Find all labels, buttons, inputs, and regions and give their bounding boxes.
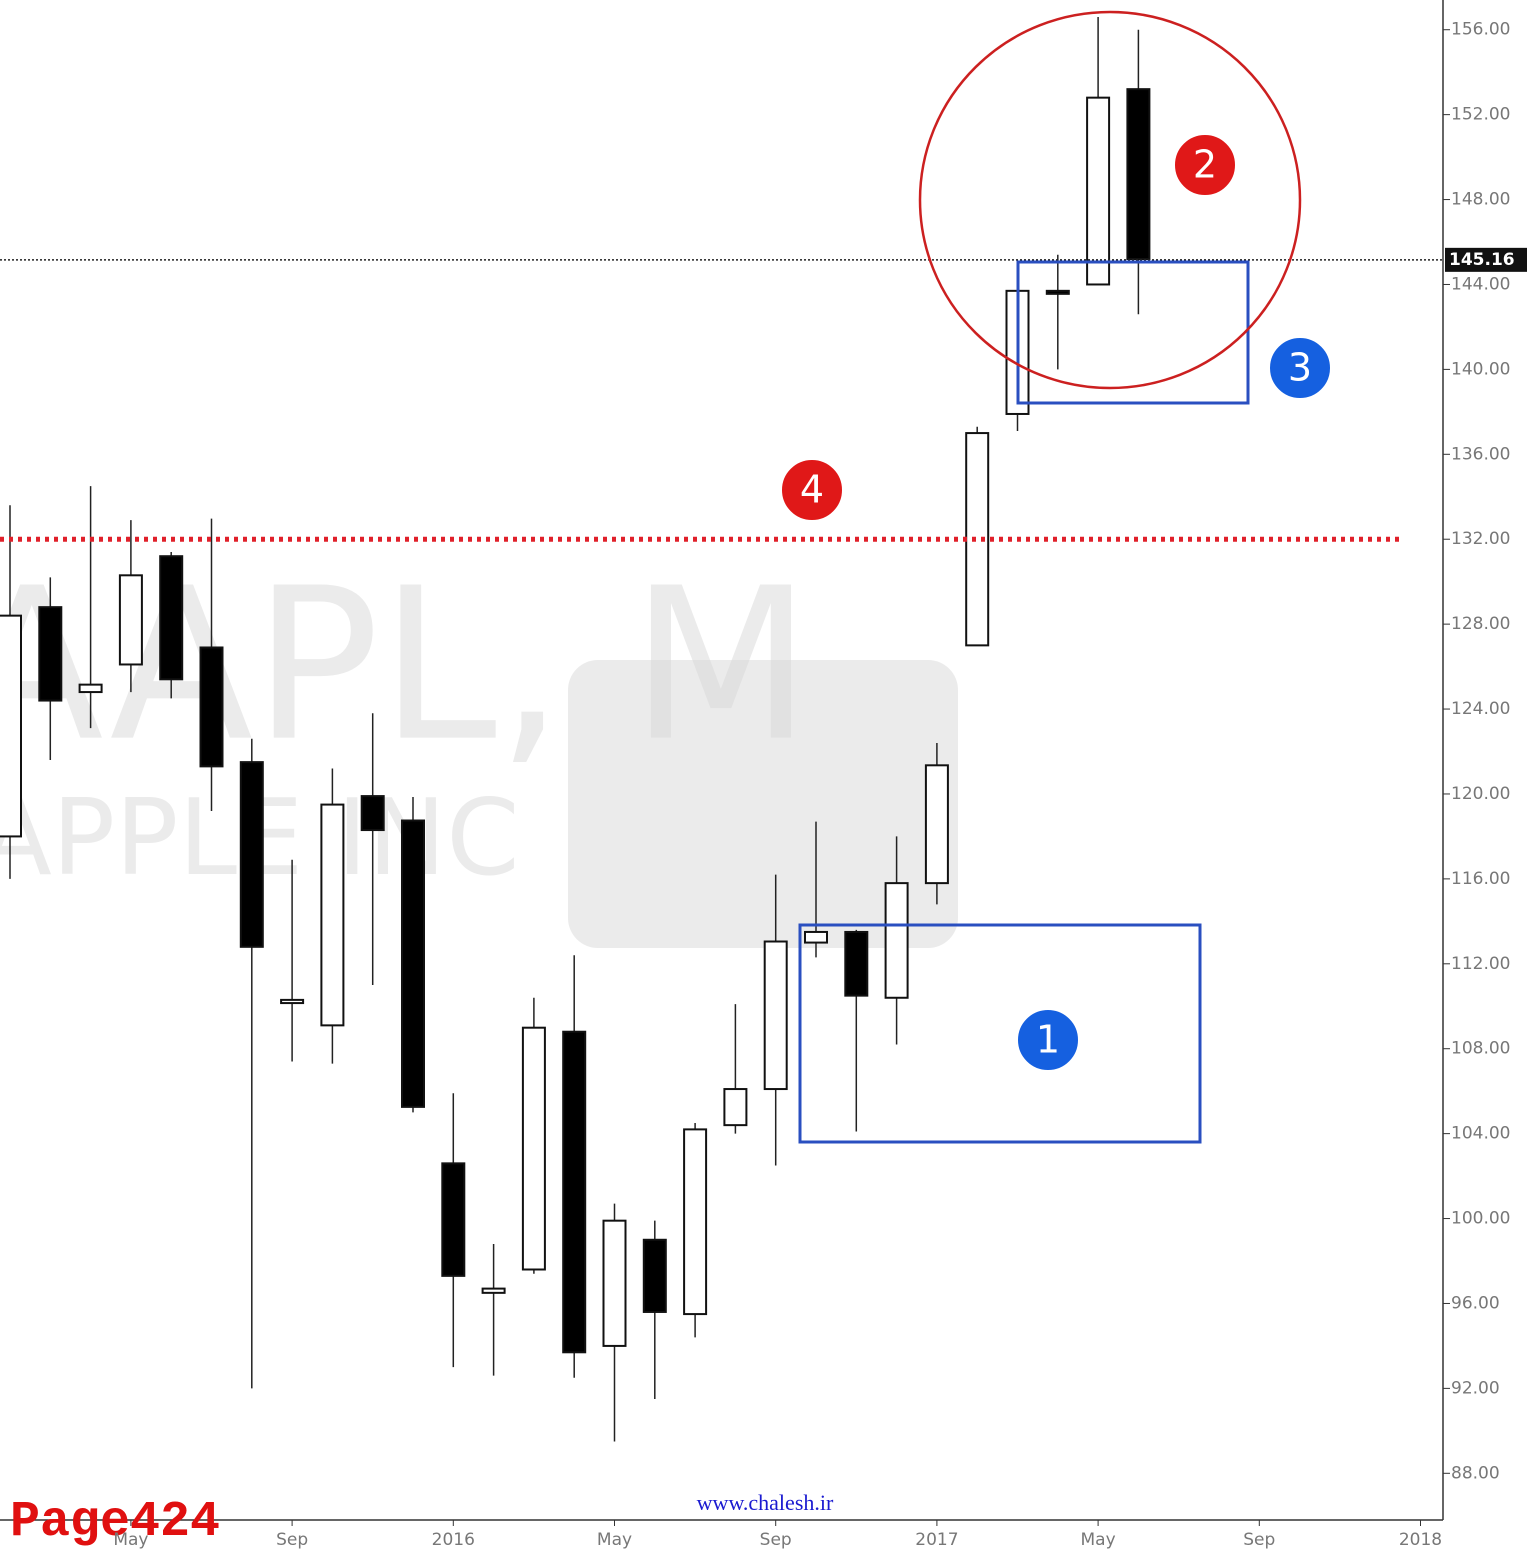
zone-box	[1016, 260, 1250, 405]
last-price-box	[1445, 247, 1527, 272]
x-tick-label: May	[1081, 1530, 1116, 1550]
site-url: www.chalesh.ir	[697, 1490, 834, 1515]
page-number: Page424	[10, 1494, 220, 1551]
y-tick-label: 96.00	[1451, 1293, 1500, 1313]
candle-body	[1045, 289, 1070, 295]
last-price-label: 145.16	[1449, 250, 1515, 270]
y-tick-label: 128.00	[1451, 614, 1510, 634]
candle-body	[884, 882, 909, 999]
y-tick-label: 148.00	[1451, 190, 1510, 210]
candle-body	[401, 819, 425, 1108]
annotation-number: 2	[1193, 143, 1217, 187]
candle-body	[521, 1026, 546, 1271]
logo-watermark	[568, 660, 958, 948]
candle-body	[1126, 88, 1151, 260]
zone-box	[798, 923, 1202, 1144]
candle-body	[38, 606, 63, 702]
x-tick-label: 2018	[1399, 1530, 1442, 1550]
annotation-badge	[780, 458, 844, 522]
candle-body	[804, 930, 828, 944]
y-tick-label: 140.00	[1451, 359, 1510, 379]
candle-body	[360, 795, 385, 832]
candle-body	[0, 614, 22, 838]
x-tick-label: 2017	[915, 1530, 958, 1550]
candle-body	[481, 1287, 506, 1294]
candle-body	[280, 998, 305, 1005]
y-tick-label: 144.00	[1451, 274, 1510, 294]
x-tick-label: Sep	[1243, 1530, 1275, 1550]
y-tick-label: 88.00	[1451, 1463, 1500, 1483]
x-tick-label: May	[113, 1530, 148, 1550]
x-tick-label: May	[597, 1530, 632, 1550]
annotation-badge	[1173, 133, 1237, 197]
candle-body	[159, 555, 184, 681]
candle-body	[602, 1219, 627, 1347]
candle-body	[78, 683, 103, 694]
candle-body	[1086, 96, 1111, 286]
y-tick-label: 136.00	[1451, 444, 1510, 464]
y-tick-label: 124.00	[1451, 699, 1510, 719]
candle-body	[723, 1088, 748, 1127]
y-tick-label: 108.00	[1451, 1039, 1510, 1059]
annotation-badge	[1268, 336, 1332, 400]
candle-body	[239, 761, 264, 948]
candle-body	[562, 1030, 587, 1354]
candle-body	[683, 1128, 708, 1316]
y-tick-label: 120.00	[1451, 784, 1510, 804]
y-tick-label: 100.00	[1451, 1209, 1510, 1229]
annotation-number: 4	[800, 468, 824, 512]
candle-body	[199, 646, 224, 768]
y-tick-label: 112.00	[1451, 954, 1510, 974]
highlight-circle	[918, 10, 1302, 390]
x-tick-label: Sep	[276, 1530, 308, 1550]
candle-body	[118, 574, 143, 666]
y-tick-label: 156.00	[1451, 20, 1510, 40]
candle-body	[642, 1238, 667, 1313]
y-tick-label: 132.00	[1451, 529, 1510, 549]
annotation-number: 3	[1288, 346, 1312, 390]
y-tick-label: 116.00	[1451, 869, 1510, 889]
x-tick-label: 2016	[432, 1530, 475, 1550]
y-tick-label: 104.00	[1451, 1124, 1510, 1144]
candle-body	[763, 940, 788, 1091]
candle-body	[441, 1162, 466, 1277]
x-tick-label: Sep	[760, 1530, 792, 1550]
y-tick-label: 92.00	[1451, 1378, 1500, 1398]
y-tick-label: 152.00	[1451, 105, 1510, 125]
annotation-badge	[1016, 1008, 1080, 1072]
candle-body	[844, 930, 869, 997]
candle-body	[924, 764, 949, 885]
annotation-number: 1	[1036, 1018, 1060, 1062]
candle-body	[320, 803, 345, 1027]
